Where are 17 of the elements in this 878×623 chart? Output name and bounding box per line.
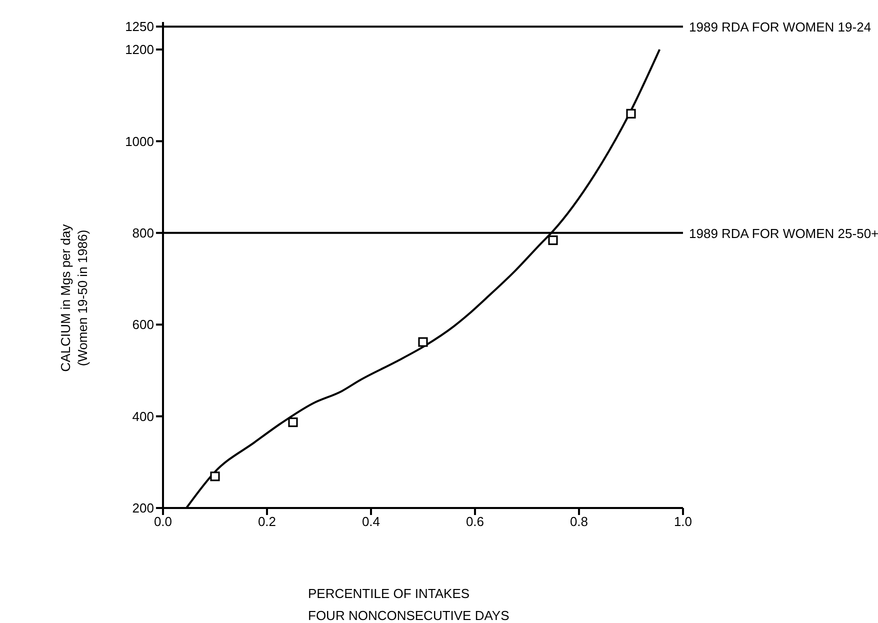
y-tick-label: 600 (132, 317, 154, 332)
y-tick-label: 800 (132, 226, 154, 241)
y-tick-label: 200 (132, 500, 154, 516)
x-tick-label: 0.4 (362, 514, 380, 530)
x-axis-title: PERCENTILE OF INTAKES FOUR NONCONSECUTIVE DAYS (308, 586, 510, 623)
x-tick-label: 0.2 (258, 514, 276, 530)
x-tick-label: 0.8 (570, 514, 588, 530)
x-tick-label: 0.6 (466, 514, 484, 530)
ref-line-label: 1989 RDA FOR WOMEN 19-24 (689, 20, 872, 35)
x-tick-label: 0.0 (154, 514, 172, 530)
ref-line-label: 1989 RDA FOR WOMEN 25-50+ (689, 226, 878, 241)
y-tick-label: 1000 (125, 134, 154, 149)
y-tick-label: 1250 (125, 19, 154, 34)
y-axis-title: CALCIUM in Mgs per day (Women 19-50 in 1986) (58, 224, 90, 372)
x-tick-label: 1.0 (674, 514, 692, 530)
y-tick-label: 400 (132, 408, 154, 424)
y-tick-label: 1200 (125, 42, 154, 58)
